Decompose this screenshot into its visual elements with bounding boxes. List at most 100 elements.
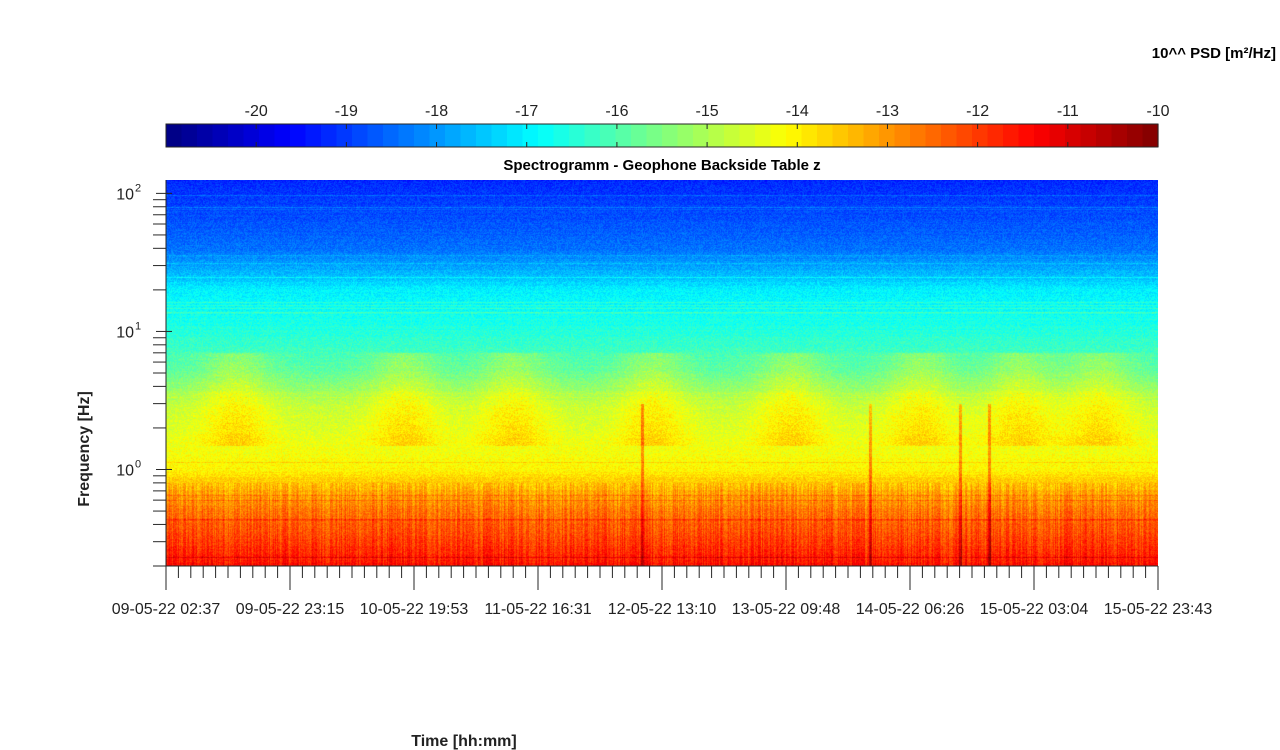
colorbar-cell [739, 124, 756, 147]
colorbar-cell [1034, 124, 1051, 147]
colorbar-cell [972, 124, 989, 147]
colorbar-cell [305, 124, 322, 147]
colorbar-tick-label: -13 [876, 103, 899, 120]
colorbar-cell [662, 124, 679, 147]
colorbar-cell [615, 124, 632, 147]
colorbar-tick-label: -12 [966, 103, 989, 120]
colorbar-cell [228, 124, 245, 147]
colorbar-cell [894, 124, 911, 147]
x-tick-label: 10-05-22 19:53 [360, 601, 469, 618]
colorbar-cell [956, 124, 973, 147]
y-tick-label: 10 [116, 186, 134, 203]
colorbar-cell [1096, 124, 1113, 147]
colorbar-cell [243, 124, 260, 147]
colorbar-cell [910, 124, 927, 147]
colorbar-label: 10^^ PSD [m²/Hz] [1152, 45, 1276, 62]
colorbar-tick-label: -14 [786, 103, 809, 120]
colorbar-cell [1080, 124, 1097, 147]
colorbar-cell [770, 124, 787, 147]
colorbar-tick-label: -18 [425, 103, 448, 120]
x-tick-label: 11-05-22 16:31 [484, 601, 591, 618]
y-tick-exponent: 2 [135, 182, 141, 194]
x-tick-label: 15-05-22 23:43 [1104, 601, 1213, 618]
colorbar-cell [848, 124, 865, 147]
colorbar-cell [755, 124, 772, 147]
colorbar: -20 -19 -18 -17 -16 -15 -14 -13 -12 -11 -10 [165, 103, 1170, 148]
colorbar-tick-label: -19 [335, 103, 358, 120]
colorbar-tick-label: -15 [696, 103, 719, 120]
colorbar-cell [553, 124, 570, 147]
colorbar-cell [383, 124, 400, 147]
colorbar-cell [925, 124, 942, 147]
colorbar-cell [832, 124, 849, 147]
x-axis: 09-05-22 02:37 09-05-22 23:15 10-05-22 19:… [112, 565, 1213, 618]
colorbar-cell [290, 124, 307, 147]
colorbar-cell [538, 124, 555, 147]
colorbar-cell [600, 124, 617, 147]
plot-area [166, 180, 1158, 566]
colorbar-cell [1111, 124, 1128, 147]
colorbar-cell [1003, 124, 1020, 147]
colorbar-tick-label: -17 [515, 103, 538, 120]
x-tick-label: 12-05-22 13:10 [608, 601, 717, 618]
colorbar-cell [336, 124, 353, 147]
colorbar-cell [879, 124, 896, 147]
colorbar-cell [429, 124, 446, 147]
colorbar-cell [941, 124, 958, 147]
colorbar-cell [693, 124, 710, 147]
y-tick-label: 10 [116, 463, 134, 480]
x-tick-label: 14-05-22 06:26 [856, 601, 965, 618]
colorbar-cell [631, 124, 648, 147]
colorbar-cell [584, 124, 601, 147]
x-tick-label: 13-05-22 09:48 [732, 601, 841, 618]
colorbar-cell [367, 124, 384, 147]
colorbar-cell [1142, 124, 1159, 147]
colorbar-cell [1127, 124, 1144, 147]
colorbar-cell [569, 124, 586, 147]
colorbar-cell [817, 124, 834, 147]
colorbar-cell [352, 124, 369, 147]
colorbar-cell [1018, 124, 1035, 147]
colorbar-cell [646, 124, 663, 147]
colorbar-cell [274, 124, 291, 147]
colorbar-frame [165, 123, 1159, 148]
colorbar-cell [863, 124, 880, 147]
colorbar-cell [507, 124, 524, 147]
colorbar-cell [212, 124, 229, 147]
colorbar-cell [677, 124, 694, 147]
colorbar-cell [460, 124, 477, 147]
colorbar-cell [476, 124, 493, 147]
colorbar-tick-label: -20 [245, 103, 268, 120]
colorbar-cell [1065, 124, 1082, 147]
colorbar-cell [724, 124, 741, 147]
colorbar-cell [445, 124, 462, 147]
colorbar-cell [1049, 124, 1066, 147]
colorbar-cell [987, 124, 1004, 147]
colorbar-cell [259, 124, 276, 147]
colorbar-tick-label: -16 [605, 103, 628, 120]
colorbar-cell [708, 124, 725, 147]
x-tick-label: 15-05-22 03:04 [980, 601, 1089, 618]
colorbar-cell [522, 124, 539, 147]
colorbar-cell [197, 124, 214, 147]
colorbar-cell [801, 124, 818, 147]
colorbar-cell [166, 124, 183, 147]
colorbar-cell [398, 124, 415, 147]
y-tick-exponent: 0 [135, 459, 141, 471]
colorbar-tick-label: -11 [1057, 103, 1079, 120]
spectrogram-image [166, 180, 1158, 566]
x-tick-label: 09-05-22 23:15 [236, 601, 345, 618]
colorbar-cell [491, 124, 508, 147]
colorbar-cell [321, 124, 338, 147]
x-axis-label: Time [hh:mm] [411, 733, 516, 750]
colorbar-tick-label: -10 [1146, 103, 1169, 120]
y-tick-label: 10 [116, 324, 134, 341]
x-tick-label: 09-05-22 02:37 [112, 601, 221, 618]
y-tick-exponent: 1 [135, 320, 141, 332]
colorbar-cell [181, 124, 198, 147]
chart-title: Spectrogramm - Geophone Backside Table z [503, 157, 820, 174]
y-axis-label: Frequency [Hz] [76, 391, 93, 507]
colorbar-cell [414, 124, 431, 147]
colorbar-cell [786, 124, 803, 147]
